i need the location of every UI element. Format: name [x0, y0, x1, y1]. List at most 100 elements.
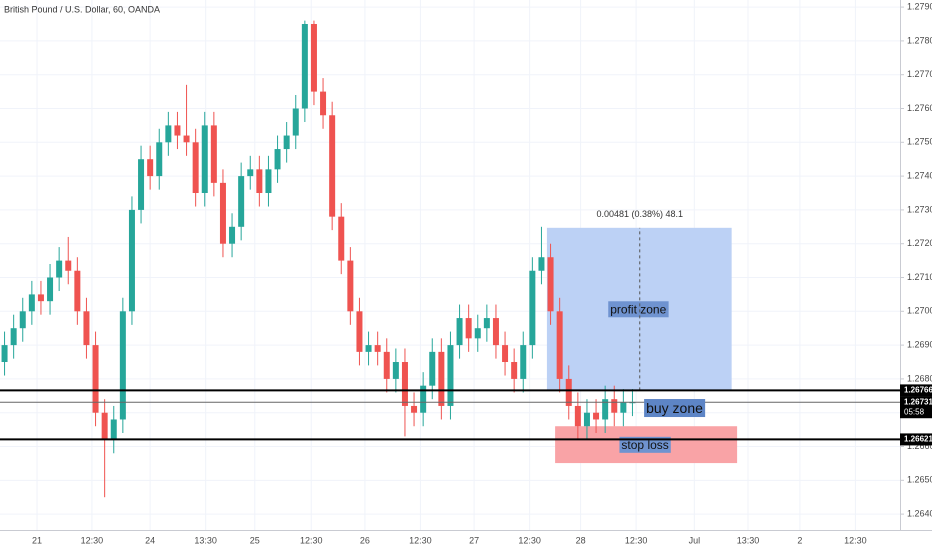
candle-body: [602, 399, 609, 420]
x-tick-label: 12:30: [300, 535, 323, 545]
candle-body: [374, 345, 381, 352]
y-tick-label: 1.26800: [907, 373, 932, 383]
x-tick-label: 13:30: [737, 535, 760, 545]
candle-body: [192, 142, 199, 194]
candle-body: [502, 345, 509, 363]
candle-body: [338, 216, 345, 261]
label-background: [644, 399, 706, 418]
candle-body: [620, 402, 627, 413]
candle-body: [110, 419, 117, 440]
x-tick-label: 27: [469, 535, 479, 545]
price-label-bg: [900, 396, 932, 419]
candle-body: [210, 125, 217, 183]
y-tick-label: 1.26500: [907, 475, 932, 485]
x-tick-label: 12:30: [518, 535, 541, 545]
candle-body: [547, 257, 554, 312]
candle-body: [447, 345, 454, 406]
candle-body: [438, 351, 445, 406]
candle-body: [556, 311, 563, 379]
y-tick-label: 1.26600: [907, 441, 932, 451]
x-tick-label: 21: [32, 535, 42, 545]
price-label-bg: [900, 433, 932, 446]
candle-body: [356, 311, 363, 352]
candle-body: [1, 345, 8, 363]
candle-body: [83, 311, 90, 346]
candle-body: [138, 159, 145, 210]
zone-label: stop loss: [621, 438, 668, 452]
candle-body: [583, 412, 590, 427]
candle-body: [392, 362, 399, 379]
price-label: 1.26621: [904, 435, 932, 444]
zone-label: profit zone: [610, 302, 666, 316]
y-tick-label: 1.27000: [907, 306, 932, 316]
candle-body: [101, 412, 108, 440]
candle-body: [74, 270, 81, 312]
candle-body: [401, 362, 408, 406]
x-tick-label: 28: [576, 535, 586, 545]
candle-body: [538, 257, 545, 271]
candle-body: [28, 294, 35, 312]
candle-body: [19, 311, 26, 329]
y-tick-label: 1.26400: [907, 508, 932, 518]
candle-body: [383, 351, 390, 379]
x-tick-label: 12:30: [844, 535, 867, 545]
y-tick-label: 1.27100: [907, 272, 932, 282]
candle-body: [565, 378, 572, 406]
x-tick-label: 12:30: [81, 535, 104, 545]
candle-body: [347, 260, 354, 312]
candle-body: [593, 412, 600, 420]
candle-body: [174, 125, 181, 136]
y-tick-label: 1.26900: [907, 339, 932, 349]
candle-body: [274, 149, 281, 170]
y-tick-label: 1.27900: [907, 1, 932, 11]
x-tick-label: 12:30: [409, 535, 432, 545]
candle-body: [219, 182, 226, 244]
candle-body: [456, 318, 463, 346]
x-tick-label: 25: [250, 535, 260, 545]
candle-body: [329, 115, 336, 217]
candle-body: [238, 176, 245, 227]
y-tick-label: 1.27400: [907, 170, 932, 180]
candle-body: [183, 135, 190, 143]
candle-body: [37, 294, 44, 302]
candle-body: [492, 318, 499, 346]
candle-body: [611, 399, 618, 413]
candle-body: [310, 23, 317, 92]
candle-body: [283, 135, 290, 150]
candle-body: [56, 260, 63, 278]
x-tick-label: 26: [360, 535, 370, 545]
candle-body: [465, 318, 472, 339]
chart-title: British Pound / U.S. Dollar, 60, OANDA: [4, 4, 160, 14]
candle-body: [128, 209, 135, 312]
y-tick-label: 1.27300: [907, 204, 932, 214]
price-label: 1.26731: [904, 397, 932, 406]
candle-body: [47, 277, 54, 302]
price-label-bg: [900, 384, 932, 397]
x-tick-label: 13:30: [194, 535, 217, 545]
y-tick-label: 1.27200: [907, 238, 932, 248]
countdown: 05:58: [904, 407, 925, 416]
y-tick-label: 1.27600: [907, 103, 932, 113]
y-tick-label: 1.27700: [907, 69, 932, 79]
candle-body: [265, 169, 272, 194]
candle-body: [201, 125, 208, 194]
candle-body: [511, 362, 518, 379]
candle-body: [574, 405, 581, 427]
candle-body: [92, 345, 99, 413]
label-background: [608, 301, 669, 318]
candle-body: [411, 405, 418, 413]
measure-label: 0.00481 (0.38%) 48.1: [596, 209, 683, 219]
price-label: 1.26766: [904, 386, 932, 395]
candle-body: [529, 270, 536, 346]
candle-body: [483, 318, 490, 329]
y-tick-label: 1.27500: [907, 137, 932, 147]
candle-body: [301, 23, 308, 109]
candle-body: [320, 91, 327, 116]
candle-body: [147, 159, 154, 177]
x-tick-label: Jul: [689, 535, 701, 545]
candle-body: [420, 385, 427, 413]
x-tick-label: 2: [797, 535, 802, 545]
candle-body: [165, 125, 172, 143]
